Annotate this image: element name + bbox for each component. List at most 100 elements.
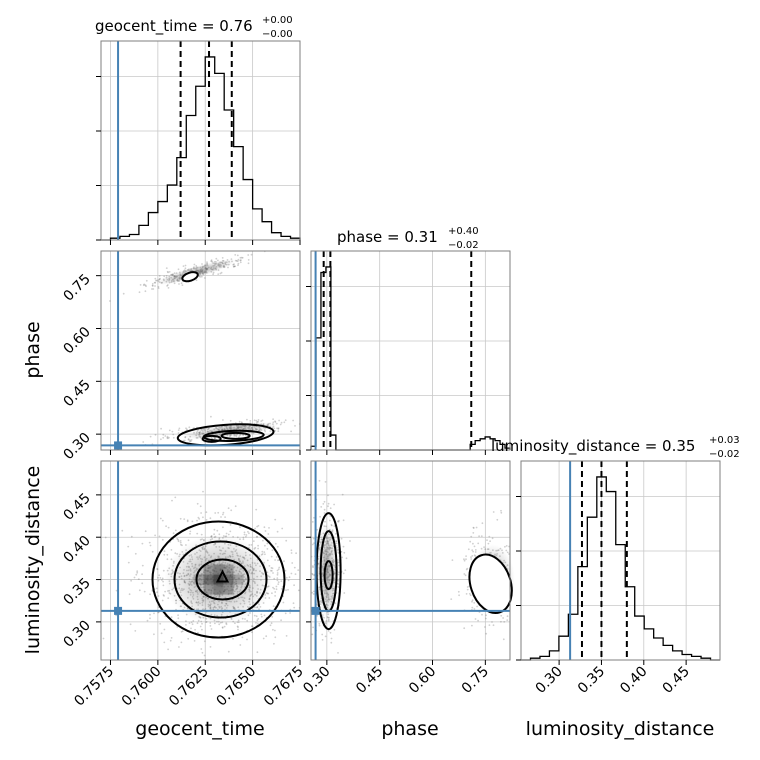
scatter-point — [205, 511, 208, 514]
scatter-point — [221, 626, 224, 629]
scatter-point — [257, 419, 260, 421]
scatter-point — [179, 541, 182, 544]
scatter-point — [316, 614, 319, 617]
scatter-point — [157, 611, 160, 614]
scatter-point — [240, 259, 242, 261]
scatter-point — [166, 270, 169, 273]
scatter-point — [469, 594, 472, 597]
scatter-point — [274, 636, 277, 639]
density-cell — [193, 574, 204, 585]
scatter-point — [186, 519, 189, 522]
scatter-point — [134, 630, 137, 632]
tick-label-x: 0.30 — [300, 664, 333, 697]
scatter-point — [270, 555, 273, 558]
scatter-point — [280, 421, 283, 424]
tick-label-y: 0.60 — [60, 324, 93, 357]
scatter-point — [180, 543, 182, 546]
contour-lower-mode-island — [201, 434, 222, 443]
scatter-point — [202, 490, 204, 493]
scatter-point — [255, 615, 258, 618]
x-axis-label-luminosity-distance: luminosity_distance — [526, 718, 715, 740]
scatter-point — [201, 622, 203, 625]
scatter-point — [274, 421, 277, 423]
scatter-point — [295, 552, 297, 555]
scatter-point — [233, 265, 236, 268]
scatter-point — [457, 590, 460, 593]
scatter-point — [246, 638, 248, 641]
scatter-point — [232, 637, 234, 640]
scatter-point — [157, 595, 160, 597]
scatter-point — [180, 630, 183, 633]
scatter-point — [141, 564, 144, 567]
scatter-point — [151, 285, 154, 287]
scatter-point — [167, 437, 169, 440]
scatter-point — [172, 433, 175, 436]
scatter-point — [201, 263, 203, 265]
scatter-point — [235, 260, 238, 262]
scatter-point — [184, 267, 187, 270]
tick-label-x: 0.30 — [533, 664, 566, 697]
scatter-point — [260, 615, 263, 618]
scatter-point — [278, 559, 280, 561]
scatter-point — [165, 525, 168, 528]
scatter-point — [484, 626, 486, 628]
title-luminosity-distance-text: luminosity_distance = 0.35 — [491, 437, 695, 456]
scatter-point — [257, 524, 260, 527]
scatter-point — [256, 525, 258, 528]
scatter-point — [290, 549, 293, 552]
scatter-point — [268, 597, 271, 599]
scatter-point — [233, 263, 235, 266]
scatter-point — [276, 573, 279, 576]
scatter-point — [190, 439, 193, 441]
scatter-point — [199, 505, 202, 508]
scatter-point — [471, 624, 473, 627]
scatter-point — [293, 566, 296, 569]
scatter-point — [476, 605, 478, 608]
scatter-point — [222, 526, 224, 529]
scatter-point — [227, 650, 230, 653]
scatter-point — [161, 577, 164, 580]
scatter-point — [166, 284, 169, 286]
scatter-point — [166, 553, 169, 556]
scatter-point — [278, 566, 281, 569]
scatter-point — [163, 553, 166, 556]
scatter-point — [274, 629, 276, 632]
scatter-point — [161, 519, 164, 522]
scatter-point — [337, 652, 339, 654]
scatter-point — [196, 519, 198, 522]
scatter-point — [342, 572, 345, 575]
scatter-point — [229, 419, 232, 422]
scatter-point — [471, 606, 474, 609]
scatter-point — [217, 273, 220, 275]
scatter-point — [292, 419, 294, 422]
scatter-point — [337, 520, 340, 523]
scatter-point — [181, 630, 184, 632]
truth-marker — [114, 606, 123, 615]
scatter-point — [234, 622, 236, 625]
scatter-point — [268, 527, 270, 529]
scatter-point — [159, 622, 162, 625]
scatter-point — [154, 534, 157, 537]
scatter-point — [256, 536, 258, 538]
scatter-point — [234, 254, 237, 256]
scatter-point — [506, 615, 509, 618]
scatter-point — [142, 441, 145, 443]
scatter-point — [209, 625, 212, 627]
scatter-point — [475, 526, 478, 529]
scatter-point — [311, 573, 314, 576]
scatter-point — [313, 516, 315, 519]
scatter-point — [471, 555, 474, 557]
scatter-point — [220, 516, 222, 518]
scatter-point — [273, 587, 276, 590]
scatter-point — [277, 583, 280, 585]
scatter-point — [344, 569, 347, 571]
scatter-point — [149, 593, 152, 596]
scatter-point — [463, 558, 465, 561]
scatter-point — [319, 515, 321, 518]
scatter-point — [176, 537, 179, 540]
title-phase-text: phase = 0.31 — [337, 228, 438, 246]
scatter-point — [466, 586, 469, 588]
scatter-point — [159, 517, 162, 520]
scatter-point — [266, 542, 269, 545]
contour-gt-ld-outer — [151, 520, 286, 639]
